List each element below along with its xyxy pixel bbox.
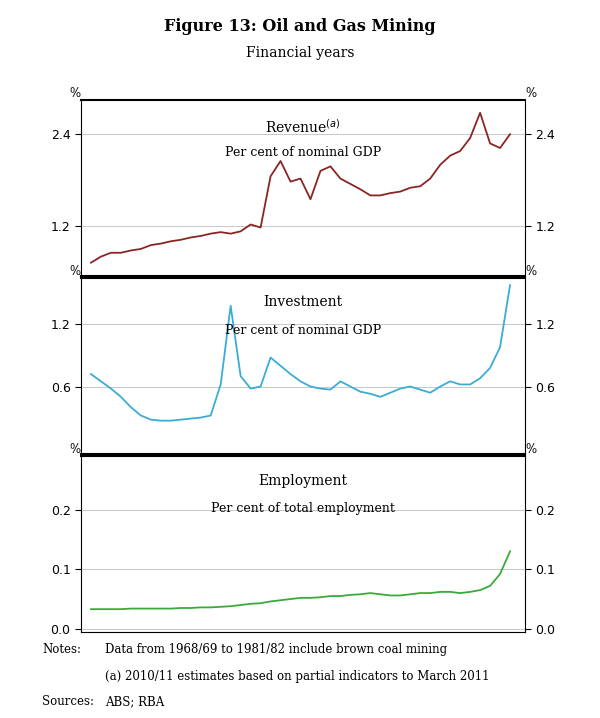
Text: (a) 2010/11 estimates based on partial indicators to March 2011: (a) 2010/11 estimates based on partial i… xyxy=(105,670,490,683)
Text: Revenue$^{(a)}$: Revenue$^{(a)}$ xyxy=(265,118,341,135)
Text: %: % xyxy=(526,265,536,278)
Text: Figure 13: Oil and Gas Mining: Figure 13: Oil and Gas Mining xyxy=(164,18,436,35)
Text: Per cent of total employment: Per cent of total employment xyxy=(211,502,395,515)
Text: Financial years: Financial years xyxy=(246,47,354,60)
Text: ABS; RBA: ABS; RBA xyxy=(105,695,164,708)
Text: %: % xyxy=(70,265,80,278)
Text: %: % xyxy=(70,443,80,456)
Text: Per cent of nominal GDP: Per cent of nominal GDP xyxy=(225,146,381,159)
Text: Data from 1968/69 to 1981/82 include brown coal mining: Data from 1968/69 to 1981/82 include bro… xyxy=(105,643,447,656)
Text: Investment: Investment xyxy=(263,296,343,309)
Text: Sources:: Sources: xyxy=(42,695,94,708)
Text: %: % xyxy=(526,443,536,456)
Text: %: % xyxy=(70,87,80,100)
Text: Notes:: Notes: xyxy=(42,643,81,656)
Text: Per cent of nominal GDP: Per cent of nominal GDP xyxy=(225,324,381,337)
Text: %: % xyxy=(526,87,536,100)
Text: Employment: Employment xyxy=(259,474,347,488)
